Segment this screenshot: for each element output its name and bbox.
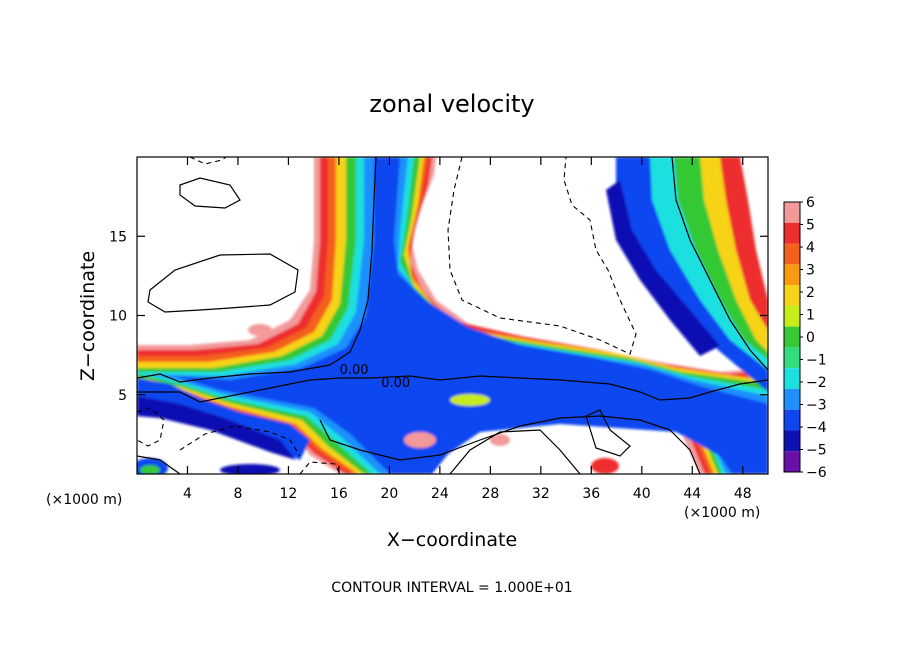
zero-contour-lower (319, 415, 701, 474)
colorbar-label: −5 (806, 443, 827, 459)
contour-labels: 0.00 0.00 (340, 363, 411, 391)
closed-contour-upper-left (179, 177, 241, 209)
right-band-blue (616, 157, 768, 392)
velocity-field (137, 157, 768, 474)
zero-contour-right (671, 157, 768, 371)
dashed-contour-corner (137, 407, 165, 447)
closed-contour-mid-left (147, 253, 299, 313)
patch-red-bottom (591, 458, 619, 474)
dashed-contour-top (189, 157, 227, 165)
colorbar-label: 0 (806, 330, 815, 346)
x-axis-label: X−coordinate (387, 529, 517, 551)
colorbar-swatch (784, 430, 800, 452)
x-tick-label: 4 (183, 486, 192, 502)
x-tick-label: 16 (330, 486, 348, 502)
contour-label: 0.00 (340, 363, 369, 378)
colorbar-label: −3 (806, 398, 827, 414)
y-tick-label: 5 (118, 388, 127, 404)
colorbar-swatch (784, 243, 800, 265)
zero-contour-horizontal (137, 375, 768, 403)
dashed-contour-bottom-left (179, 425, 301, 457)
x-tick-label: 20 (380, 486, 398, 502)
patch-pink-bottom (490, 434, 510, 446)
x-tick-label: 12 (280, 486, 298, 502)
colorbar: 6 5 4 3 2 1 0 −1 −2 −3 −4 −5 −6 (783, 195, 827, 481)
colorbar-swatch (784, 264, 800, 286)
colorbar-label: −1 (806, 353, 827, 369)
dashed-contour-bottom (299, 461, 341, 474)
x-tick-label: 32 (532, 486, 550, 502)
colorbar-label: 5 (806, 218, 815, 234)
patch-green-lower (450, 394, 490, 406)
x-tick-label: 36 (582, 486, 600, 502)
x-unit-left: (×1000 m) (46, 492, 122, 508)
right-band-darkblue (606, 180, 720, 356)
x-tick-label: 28 (481, 486, 499, 502)
x-axis-ticks: 4 8 12 16 20 24 28 32 36 40 44 48 (183, 157, 752, 502)
colorbar-label: −4 (806, 420, 827, 436)
patch-blue-bottom (220, 464, 280, 474)
lower-left-darkblue (137, 396, 296, 460)
colorbar-label: −6 (806, 465, 827, 481)
contour-bottom-right (585, 409, 631, 457)
colorbar-swatch (784, 451, 800, 472)
colorbar-swatch (784, 326, 800, 348)
colorbar-swatch (784, 222, 800, 244)
y-axis-label: Z−coordinate (77, 251, 99, 381)
x-tick-label: 24 (431, 486, 449, 502)
colorbar-swatch (784, 347, 800, 369)
y-tick-label: 10 (109, 309, 127, 325)
x-unit-right: (×1000 m) (684, 505, 760, 521)
dashed-contour-right-region (447, 157, 637, 355)
zero-contour-vertical (137, 157, 377, 383)
y-axis-ticks: 5 10 15 (109, 229, 768, 404)
x-tick-label: 44 (683, 486, 701, 502)
patch-pink-lower (404, 432, 436, 448)
zero-contour-corner (137, 455, 181, 474)
contour-lines (137, 157, 768, 474)
colorbar-swatch (784, 285, 800, 306)
chart-title: zonal velocity (369, 90, 534, 118)
y-tick-label: 15 (109, 229, 127, 245)
colorbar-label: 3 (806, 263, 815, 279)
colorbar-label: 6 (806, 195, 815, 211)
x-tick-label: 8 (233, 486, 242, 502)
patch-pink-left (248, 324, 272, 336)
x-tick-label: 40 (633, 486, 651, 502)
colorbar-swatch (784, 388, 800, 410)
colorbar-swatch (784, 409, 800, 431)
jet-band-darkblue (174, 157, 768, 474)
colorbar-swatch (784, 305, 800, 327)
right-band-green (664, 157, 768, 370)
contour-interval-note: CONTOUR INTERVAL = 1.000E+01 (331, 580, 572, 596)
colorbar-label: 2 (806, 285, 815, 301)
x-tick-label: 48 (734, 486, 752, 502)
dashed-contours (137, 157, 637, 474)
colorbar-swatch (784, 202, 800, 223)
colorbar-label: 1 (806, 308, 815, 324)
contour-bottom-middle (449, 429, 581, 474)
colorbar-label: −2 (806, 375, 827, 391)
contour-label: 0.00 (381, 376, 410, 391)
patch-green-corner (140, 465, 160, 474)
colorbar-swatch (784, 368, 800, 389)
colorbar-label: 4 (806, 240, 815, 256)
